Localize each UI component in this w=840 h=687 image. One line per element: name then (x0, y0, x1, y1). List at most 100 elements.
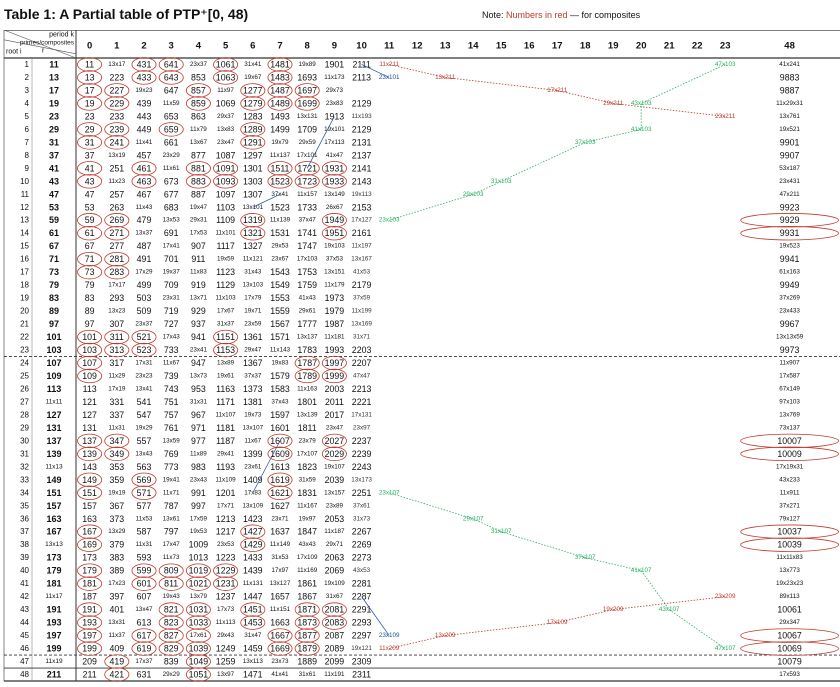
circle-mark (240, 226, 266, 241)
circle-mark (77, 628, 103, 643)
cell-value: 1627 (270, 501, 290, 511)
cell-value: 1481 (270, 59, 290, 69)
cell-value: 2053 (325, 514, 345, 524)
cell-value: 17x43 (163, 334, 181, 341)
cell-value: 17x127 (351, 217, 372, 224)
circle-mark (740, 524, 839, 539)
row-index: 28 (20, 410, 29, 419)
cell-value: 11x59 (163, 100, 180, 107)
cell-value: 13x131 (297, 113, 318, 120)
cell-value: 919 (191, 280, 206, 290)
cell-value: 11x143 (270, 347, 291, 354)
cell-value: 1399 (243, 449, 263, 459)
link-line (613, 596, 726, 611)
cell-value: 1667 (270, 631, 290, 641)
cell-value: 491 (137, 254, 152, 264)
circle-mark (104, 96, 130, 111)
row-root: 11x17 (45, 593, 63, 600)
cell-value: 619 (137, 644, 152, 654)
cell-value: 373 (109, 514, 124, 524)
cell-value: 821 (164, 605, 179, 615)
cell-value: 1973 (325, 293, 345, 303)
cell-value: 2243 (352, 462, 372, 472)
cell-value: 17x59 (190, 515, 208, 522)
cell-value: 2099 (325, 657, 345, 667)
cell-value: 1831 (297, 488, 317, 498)
cell-value: 29x31 (190, 217, 208, 224)
note-suffix: — for composites (567, 10, 641, 20)
row-index: 15 (20, 242, 29, 251)
cell-value: 2069 (325, 566, 345, 576)
circle-mark (131, 563, 157, 578)
cell-value: 73x137 (779, 424, 800, 431)
row-index: 6 (25, 125, 30, 134)
cell-value: 31x73 (353, 515, 371, 522)
circle-mark (321, 368, 347, 384)
circle-mark (321, 161, 347, 176)
cell-value: 2281 (352, 579, 372, 589)
cell-value: 317 (109, 358, 124, 368)
cell-value: 1607 (270, 436, 290, 446)
circle-mark (321, 174, 347, 189)
cell-value: 17x113 (324, 139, 345, 146)
cell-value: 751 (164, 397, 179, 407)
row-root: 67 (49, 241, 59, 251)
row-root: 131 (46, 423, 61, 433)
cell-value: 1553 (270, 293, 290, 303)
circle-mark (158, 628, 184, 643)
cell-value: 19x19 (108, 489, 126, 496)
cell-value: 1429 (243, 540, 263, 550)
period-header: 11 (384, 41, 395, 52)
cell-value: 67 (85, 241, 95, 251)
cell-value: 11x109 (215, 476, 236, 483)
cell-value: 2251 (352, 488, 372, 498)
cell-value: 2017 (325, 410, 345, 420)
cell-value: 1249 (216, 644, 236, 654)
cell-value: 29x71 (326, 541, 344, 548)
cell-value: 19 (85, 98, 95, 108)
cell-value: 79 (85, 280, 95, 290)
circle-mark (77, 70, 103, 85)
cell-value: 37 (85, 150, 95, 160)
circle-mark (131, 641, 157, 656)
cell-value: 1523 (270, 202, 290, 212)
circle-mark (131, 57, 157, 72)
row-root: 19 (49, 98, 59, 108)
cell-value: 127 (82, 410, 97, 420)
cell-value: 733 (164, 345, 179, 355)
cell-value: 1789 (297, 371, 317, 381)
cell-value: 1999 (325, 371, 345, 381)
circle-mark (104, 342, 130, 358)
cell-value: 929 (191, 306, 206, 316)
cell-value: 839 (164, 657, 179, 667)
link-line (501, 142, 586, 182)
cell-value: 11x173 (324, 74, 345, 81)
cell-value: 1619 (270, 475, 290, 485)
cell-value: 31x59 (299, 476, 317, 483)
cell-value: 47x103 (715, 61, 736, 68)
cell-value: 601 (137, 579, 152, 589)
cell-value: 17x107 (297, 450, 318, 457)
cell-value: 11x137 (270, 152, 291, 159)
row-index: 3 (25, 86, 30, 95)
circle-mark (158, 563, 184, 578)
row-root: 197 (46, 631, 61, 641)
circle-mark (104, 213, 130, 228)
cell-value: 1493 (270, 111, 290, 121)
circle-mark (185, 641, 211, 656)
cell-value: 1109 (216, 215, 235, 225)
cell-value: 487 (137, 241, 152, 251)
cell-value: 653 (164, 111, 179, 121)
cell-value: 1321 (243, 228, 263, 238)
link-line (641, 64, 726, 104)
circle-mark (321, 226, 347, 241)
circle-mark (267, 433, 293, 449)
cell-value: 13x73 (190, 372, 208, 379)
cell-value: 31 (85, 137, 95, 147)
cell-value: 2029 (325, 449, 345, 459)
row-root: 149 (46, 475, 61, 485)
cell-value: 29x29 (163, 671, 181, 678)
circle-mark (267, 70, 293, 85)
circle-mark (294, 615, 320, 630)
